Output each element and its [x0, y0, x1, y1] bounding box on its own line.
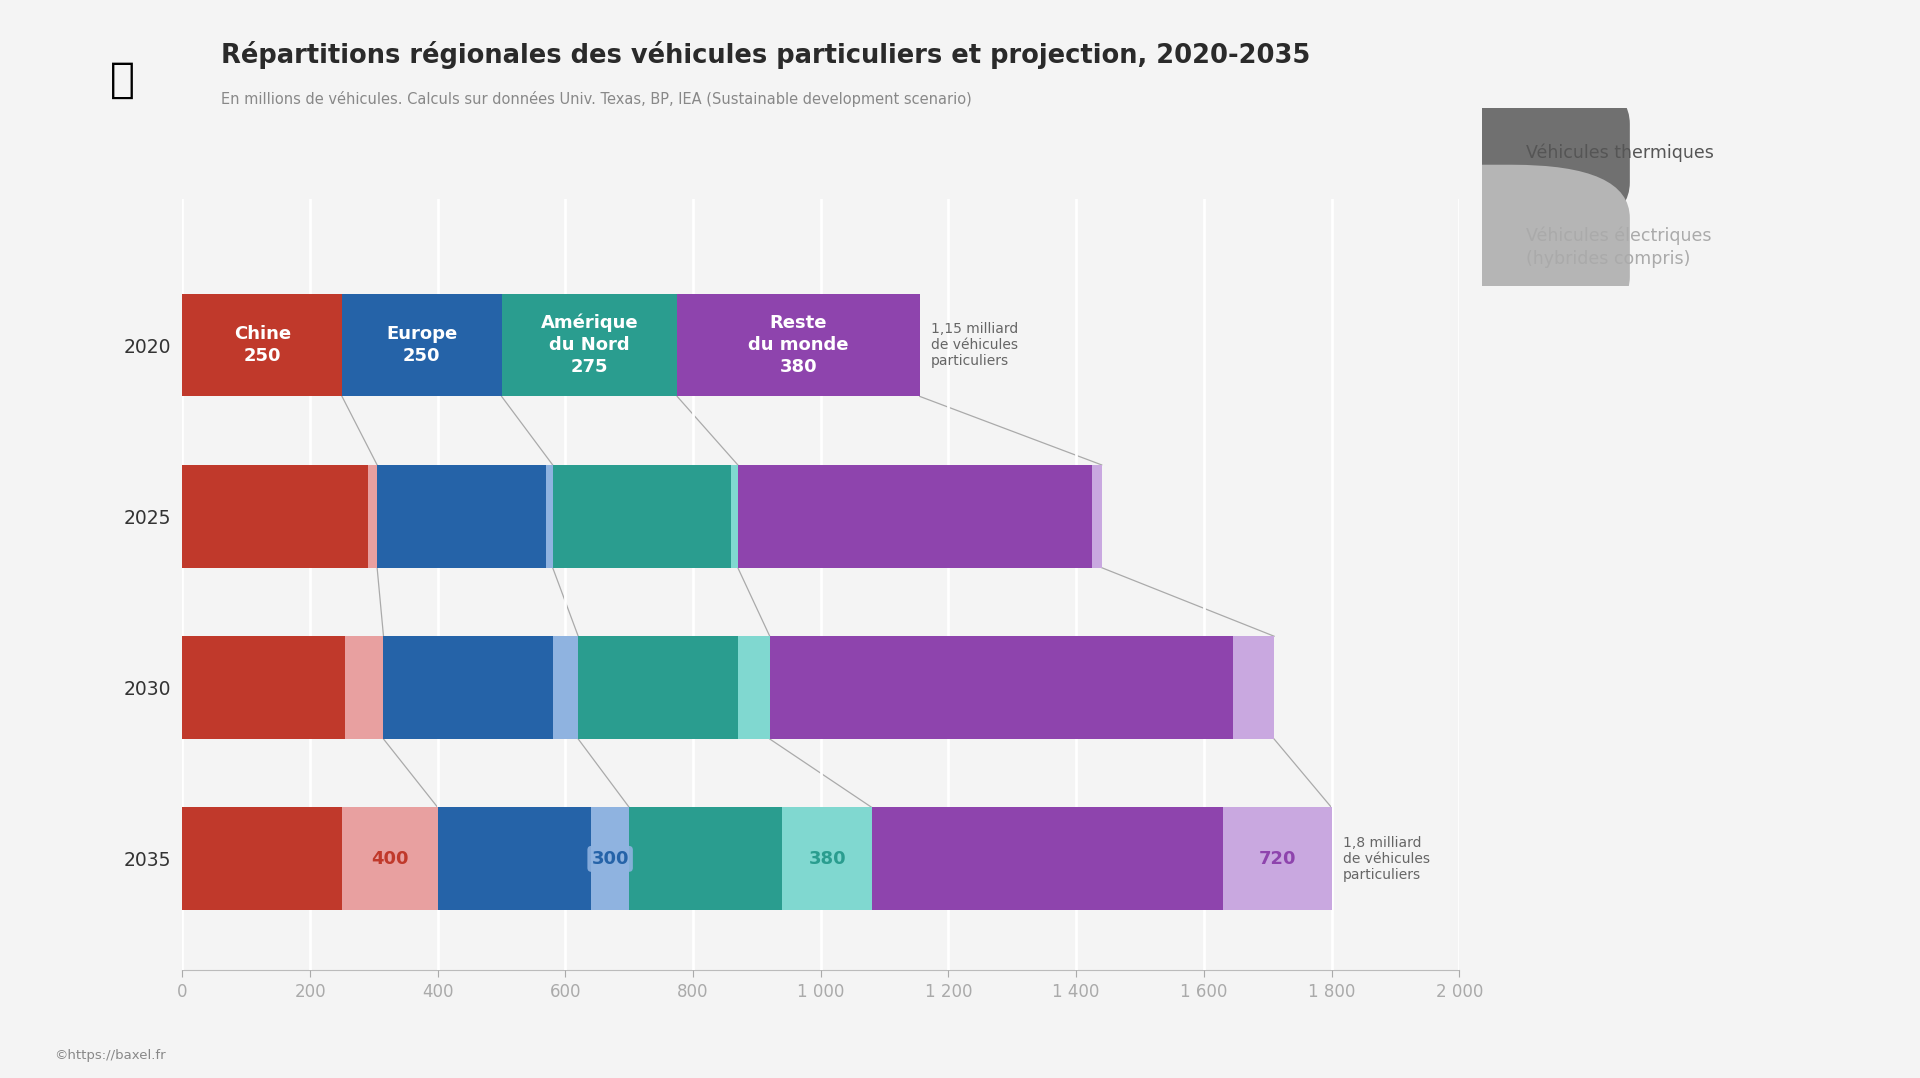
Text: Répartitions régionales des véhicules particuliers et projection, 2020-2035: Répartitions régionales des véhicules pa…: [221, 41, 1309, 69]
FancyBboxPatch shape: [1363, 70, 1630, 236]
Text: 1,8 milliard
de véhicules
particuliers: 1,8 milliard de véhicules particuliers: [1342, 835, 1430, 882]
Bar: [346, 636, 384, 740]
Bar: [737, 636, 770, 740]
Bar: [783, 807, 872, 910]
Bar: [737, 465, 1092, 568]
Bar: [1223, 807, 1332, 910]
Text: En millions de véhicules. Calculs sur données Univ. Texas, BP, IEA (Sustainable : En millions de véhicules. Calculs sur do…: [221, 91, 972, 107]
FancyBboxPatch shape: [1363, 165, 1630, 330]
Text: 300: 300: [591, 849, 630, 868]
Text: ©https://baxel.fr: ©https://baxel.fr: [54, 1049, 165, 1062]
Bar: [182, 807, 342, 910]
Text: 400: 400: [371, 849, 409, 868]
Text: Reste
du monde
380: Reste du monde 380: [749, 314, 849, 376]
Bar: [182, 465, 367, 568]
Text: Europe
250: Europe 250: [386, 324, 457, 365]
Bar: [182, 293, 342, 397]
Bar: [578, 636, 737, 740]
Bar: [553, 636, 578, 740]
Bar: [630, 807, 783, 910]
Text: 🌍: 🌍: [109, 59, 136, 100]
Bar: [770, 636, 1233, 740]
Bar: [553, 465, 732, 568]
Bar: [547, 465, 553, 568]
Text: Amérique
du Nord
275: Amérique du Nord 275: [541, 314, 637, 376]
Bar: [376, 465, 547, 568]
Bar: [501, 293, 678, 397]
Bar: [591, 807, 630, 910]
Bar: [678, 293, 920, 397]
Bar: [182, 636, 346, 740]
Bar: [1233, 636, 1275, 740]
Bar: [342, 807, 438, 910]
Bar: [367, 465, 376, 568]
Text: 720: 720: [1258, 849, 1296, 868]
Bar: [872, 807, 1223, 910]
Bar: [384, 636, 553, 740]
Bar: [342, 293, 501, 397]
Bar: [1092, 465, 1102, 568]
Text: Chine
250: Chine 250: [234, 324, 290, 365]
Text: 1,15 milliard
de véhicules
particuliers: 1,15 milliard de véhicules particuliers: [931, 322, 1018, 369]
Bar: [438, 807, 591, 910]
Text: Véhicules électriques
(hybrides compris): Véhicules électriques (hybrides compris): [1526, 226, 1711, 268]
Text: Véhicules thermiques: Véhicules thermiques: [1526, 143, 1713, 163]
Bar: [732, 465, 737, 568]
Text: 380: 380: [808, 849, 847, 868]
